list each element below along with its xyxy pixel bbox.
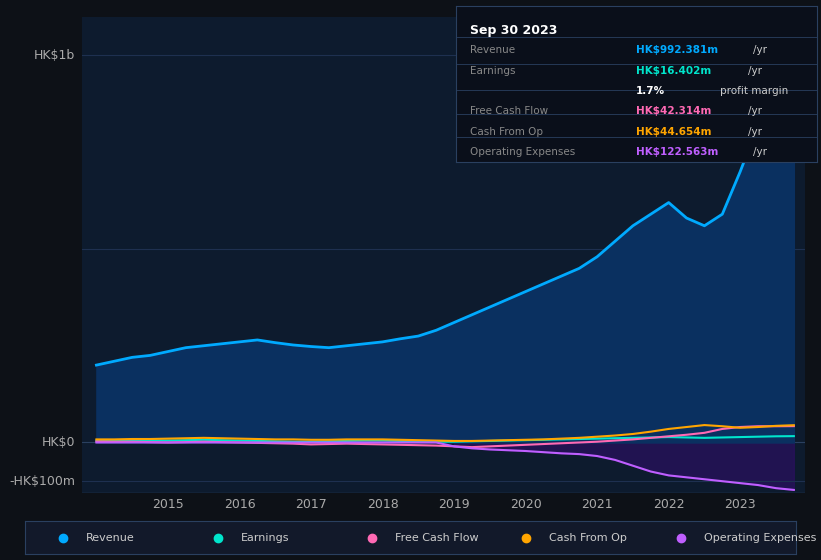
Text: Operating Expenses: Operating Expenses	[704, 533, 816, 543]
Text: Earnings: Earnings	[470, 66, 516, 76]
Text: Sep 30 2023: Sep 30 2023	[470, 25, 557, 38]
Text: /yr: /yr	[748, 106, 762, 116]
Text: HK$42.314m: HK$42.314m	[636, 106, 712, 116]
Text: Free Cash Flow: Free Cash Flow	[395, 533, 479, 543]
Text: HK$16.402m: HK$16.402m	[636, 66, 712, 76]
Text: Revenue: Revenue	[470, 45, 516, 55]
Text: Cash From Op: Cash From Op	[549, 533, 627, 543]
Text: /yr: /yr	[748, 127, 762, 137]
Text: Operating Expenses: Operating Expenses	[470, 147, 576, 157]
Text: Free Cash Flow: Free Cash Flow	[470, 106, 548, 116]
Text: -HK$100m: -HK$100m	[9, 475, 75, 488]
Text: HK$992.381m: HK$992.381m	[636, 45, 718, 55]
Text: 1.7%: 1.7%	[636, 86, 665, 96]
Text: /yr: /yr	[753, 45, 767, 55]
Text: Earnings: Earnings	[241, 533, 289, 543]
Text: HK$0: HK$0	[41, 436, 75, 449]
Text: /yr: /yr	[748, 66, 762, 76]
Text: Cash From Op: Cash From Op	[470, 127, 544, 137]
Text: /yr: /yr	[753, 147, 767, 157]
Text: HK$122.563m: HK$122.563m	[636, 147, 718, 157]
Text: HK$44.654m: HK$44.654m	[636, 127, 712, 137]
Text: HK$1b: HK$1b	[34, 49, 75, 62]
Text: Revenue: Revenue	[86, 533, 135, 543]
Text: profit margin: profit margin	[720, 86, 788, 96]
